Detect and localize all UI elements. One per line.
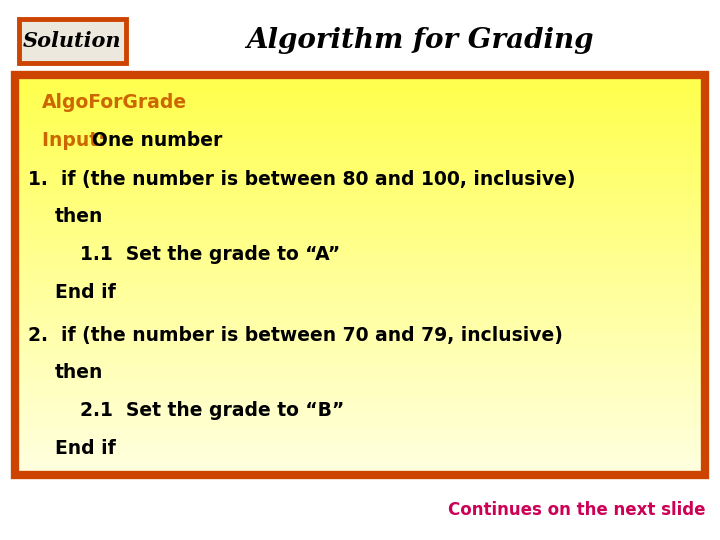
Text: End if: End if (55, 440, 116, 458)
FancyBboxPatch shape (19, 19, 126, 63)
Text: AlgoForGrade: AlgoForGrade (42, 93, 187, 112)
Text: 1.1  Set the grade to “A”: 1.1 Set the grade to “A” (80, 246, 340, 265)
Text: Algorithm for Grading: Algorithm for Grading (246, 28, 594, 55)
Text: End if: End if (55, 284, 116, 302)
Text: 2.1  Set the grade to “B”: 2.1 Set the grade to “B” (80, 402, 344, 421)
Text: Solution: Solution (23, 31, 121, 51)
Text: Continues on the next slide: Continues on the next slide (448, 501, 705, 519)
Text: then: then (55, 207, 104, 226)
Text: 1.  if (the number is between 80 and 100, inclusive): 1. if (the number is between 80 and 100,… (28, 170, 575, 188)
Text: then: then (55, 363, 104, 382)
Text: Input:: Input: (42, 132, 112, 151)
Text: 2.  if (the number is between 70 and 79, inclusive): 2. if (the number is between 70 and 79, … (28, 326, 563, 345)
Text: One number: One number (92, 132, 222, 151)
